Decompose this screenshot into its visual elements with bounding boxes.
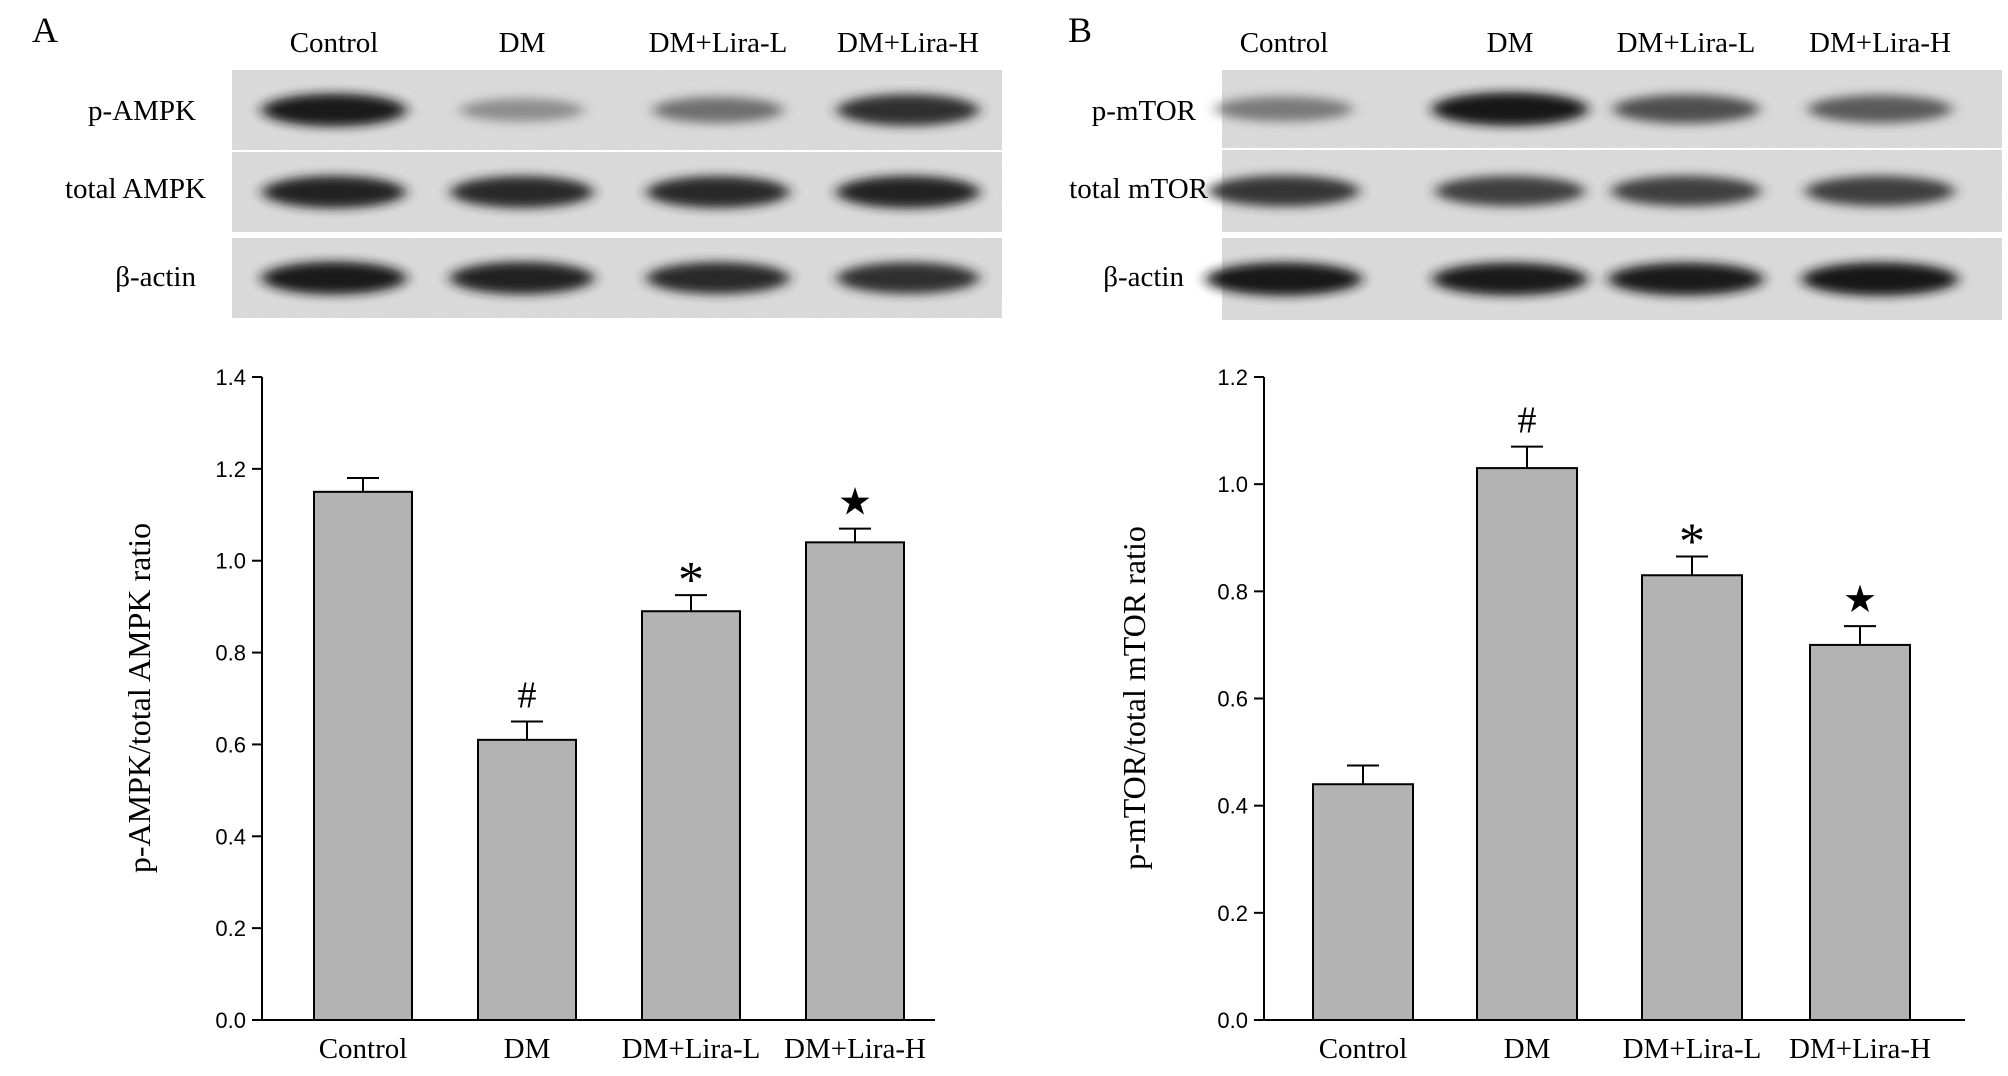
bar-a-4 (805, 541, 905, 1021)
blot-band (1608, 262, 1764, 296)
blot-band (1205, 262, 1363, 296)
significance-marker-a-3: * (678, 552, 704, 609)
x-tick-label-b-4: DM+Lira-H (1789, 1033, 1931, 1065)
blot-band (261, 261, 407, 295)
blot-row-label-p-ampk: p-AMPK (88, 95, 196, 127)
significance-marker-b-2: # (1518, 400, 1537, 442)
blot-band (1432, 262, 1588, 296)
blot-band (1612, 94, 1760, 124)
panel-b: B Control DM DM+Lira-L DM+Lira-H p-mTOR … (1068, 10, 2002, 1065)
blot-lane-label-dm-a: DM (499, 27, 546, 59)
blot-strip-b-2 (1208, 150, 2002, 232)
bar-a-1 (313, 490, 413, 1022)
blot-band (837, 94, 979, 126)
blot-row-labels-a: p-AMPK total AMPK β-actin (65, 95, 206, 293)
blot-strip-b-3 (1205, 238, 2002, 320)
blot-band (646, 176, 790, 208)
panel-letter-a: A (32, 10, 58, 50)
blot-strip-b-1 (1215, 70, 2002, 148)
bar-chart-a: 0.0 0.2 0.4 0.6 0.8 1.0 1.2 1.4 p-AMPK/total AMP… (121, 365, 935, 1065)
y-tick-label-a: 0.2 (215, 916, 246, 941)
blot-row-label-beta-actin-b: β-actin (1103, 261, 1184, 293)
blot-lane-label-lira-h-b: DM+Lira-H (1809, 27, 1951, 59)
y-tick-label-b: 0.0 (1217, 1008, 1248, 1033)
bar-b-3 (1641, 574, 1743, 1022)
bar-a-3 (641, 610, 741, 1021)
blot-lane-label-control-a: Control (290, 27, 379, 59)
blot-lane-label-lira-l-b: DM+Lira-L (1617, 27, 1756, 59)
x-tick-label-a-2: DM (504, 1033, 551, 1065)
y-tick-label-a: 1.4 (215, 365, 246, 390)
significance-marker-a-4: ★ (838, 482, 872, 524)
blot-row-labels-b: p-mTOR total mTOR β-actin (1069, 95, 1208, 293)
blot-band (450, 176, 594, 208)
blot-lane-label-dm-b: DM (1487, 27, 1534, 59)
y-tick-label-a: 1.0 (215, 549, 246, 574)
y-tick-label-b: 1.0 (1217, 472, 1248, 497)
blot-row-label-beta-actin-a: β-actin (115, 261, 196, 293)
blot-band (449, 261, 595, 295)
blot-lane-labels-a: Control DM DM+Lira-L DM+Lira-H (290, 27, 979, 59)
blot-band (262, 175, 406, 209)
significance-marker-b-4: ★ (1843, 579, 1877, 621)
y-tick-label-b: 0.4 (1217, 794, 1248, 819)
y-tick-label-a: 0.8 (215, 641, 246, 666)
blot-band (261, 93, 407, 127)
x-tick-label-a-3: DM+Lira-L (622, 1033, 761, 1065)
blot-band (1435, 175, 1585, 207)
x-tick-label-b-2: DM (1504, 1033, 1551, 1065)
bar-b-2 (1476, 467, 1578, 1021)
blot-row-label-p-mtor: p-mTOR (1092, 95, 1197, 127)
bar-a-2 (477, 738, 577, 1021)
blot-strip-a-1 (232, 70, 1002, 150)
blot-band (1808, 95, 1952, 123)
blot-band (836, 175, 980, 209)
blot-band (646, 262, 790, 294)
western-blot-a (232, 70, 1002, 318)
bar-b-1 (1312, 783, 1414, 1021)
blot-band (837, 262, 979, 294)
panel-letter-b: B (1068, 10, 1092, 50)
y-tick-label-b: 0.6 (1217, 687, 1248, 712)
blot-band (1611, 175, 1761, 207)
y-tick-label-b: 1.2 (1217, 365, 1248, 390)
y-tick-label-a: 1.2 (215, 457, 246, 482)
blot-band (1801, 262, 1959, 296)
x-tick-label-b-3: DM+Lira-L (1623, 1033, 1762, 1065)
blot-lane-label-lira-l-a: DM+Lira-L (649, 27, 788, 59)
blot-lane-label-control-b: Control (1240, 27, 1329, 59)
blot-band (1208, 175, 1360, 207)
y-axis-label-b: p-mTOR/total mTOR ratio (1116, 526, 1152, 870)
y-axis-label-a: p-AMPK/total AMPK ratio (121, 523, 157, 873)
blot-band (1431, 92, 1589, 126)
x-tick-label-a-1: Control (319, 1033, 408, 1065)
significance-marker-a-2: # (518, 674, 537, 716)
blot-band (1215, 96, 1353, 122)
blot-lane-label-lira-h-a: DM+Lira-H (837, 27, 979, 59)
blot-row-label-total-ampk: total AMPK (65, 173, 206, 205)
bar-chart-b: 0.0 0.2 0.4 0.6 0.8 1.0 1.2 p-mTOR/total mTOR r… (1116, 365, 1965, 1065)
blot-band (460, 98, 584, 122)
y-tick-label-a: 0.0 (215, 1008, 246, 1033)
panel-a: A Control DM DM+Lira-L DM+Lira-H p-AMPK … (32, 10, 1002, 1065)
western-blot-b (1205, 70, 2002, 320)
blot-row-label-total-mtor: total mTOR (1069, 173, 1208, 205)
y-tick-label-a: 0.4 (215, 824, 246, 849)
blot-band (652, 97, 784, 123)
blot-band (1805, 175, 1955, 207)
x-tick-label-b-1: Control (1319, 1033, 1408, 1065)
blot-lane-labels-b: Control DM DM+Lira-L DM+Lira-H (1240, 27, 1951, 59)
blot-strip-a-3 (232, 238, 1002, 318)
y-tick-label-b: 0.2 (1217, 901, 1248, 926)
y-tick-label-b: 0.8 (1217, 579, 1248, 604)
bar-b-4 (1809, 643, 1911, 1022)
blot-strip-a-2 (232, 152, 1002, 232)
x-tick-label-a-4: DM+Lira-H (784, 1033, 926, 1065)
significance-marker-b-3: * (1679, 514, 1705, 571)
y-tick-label-a: 0.6 (215, 732, 246, 757)
